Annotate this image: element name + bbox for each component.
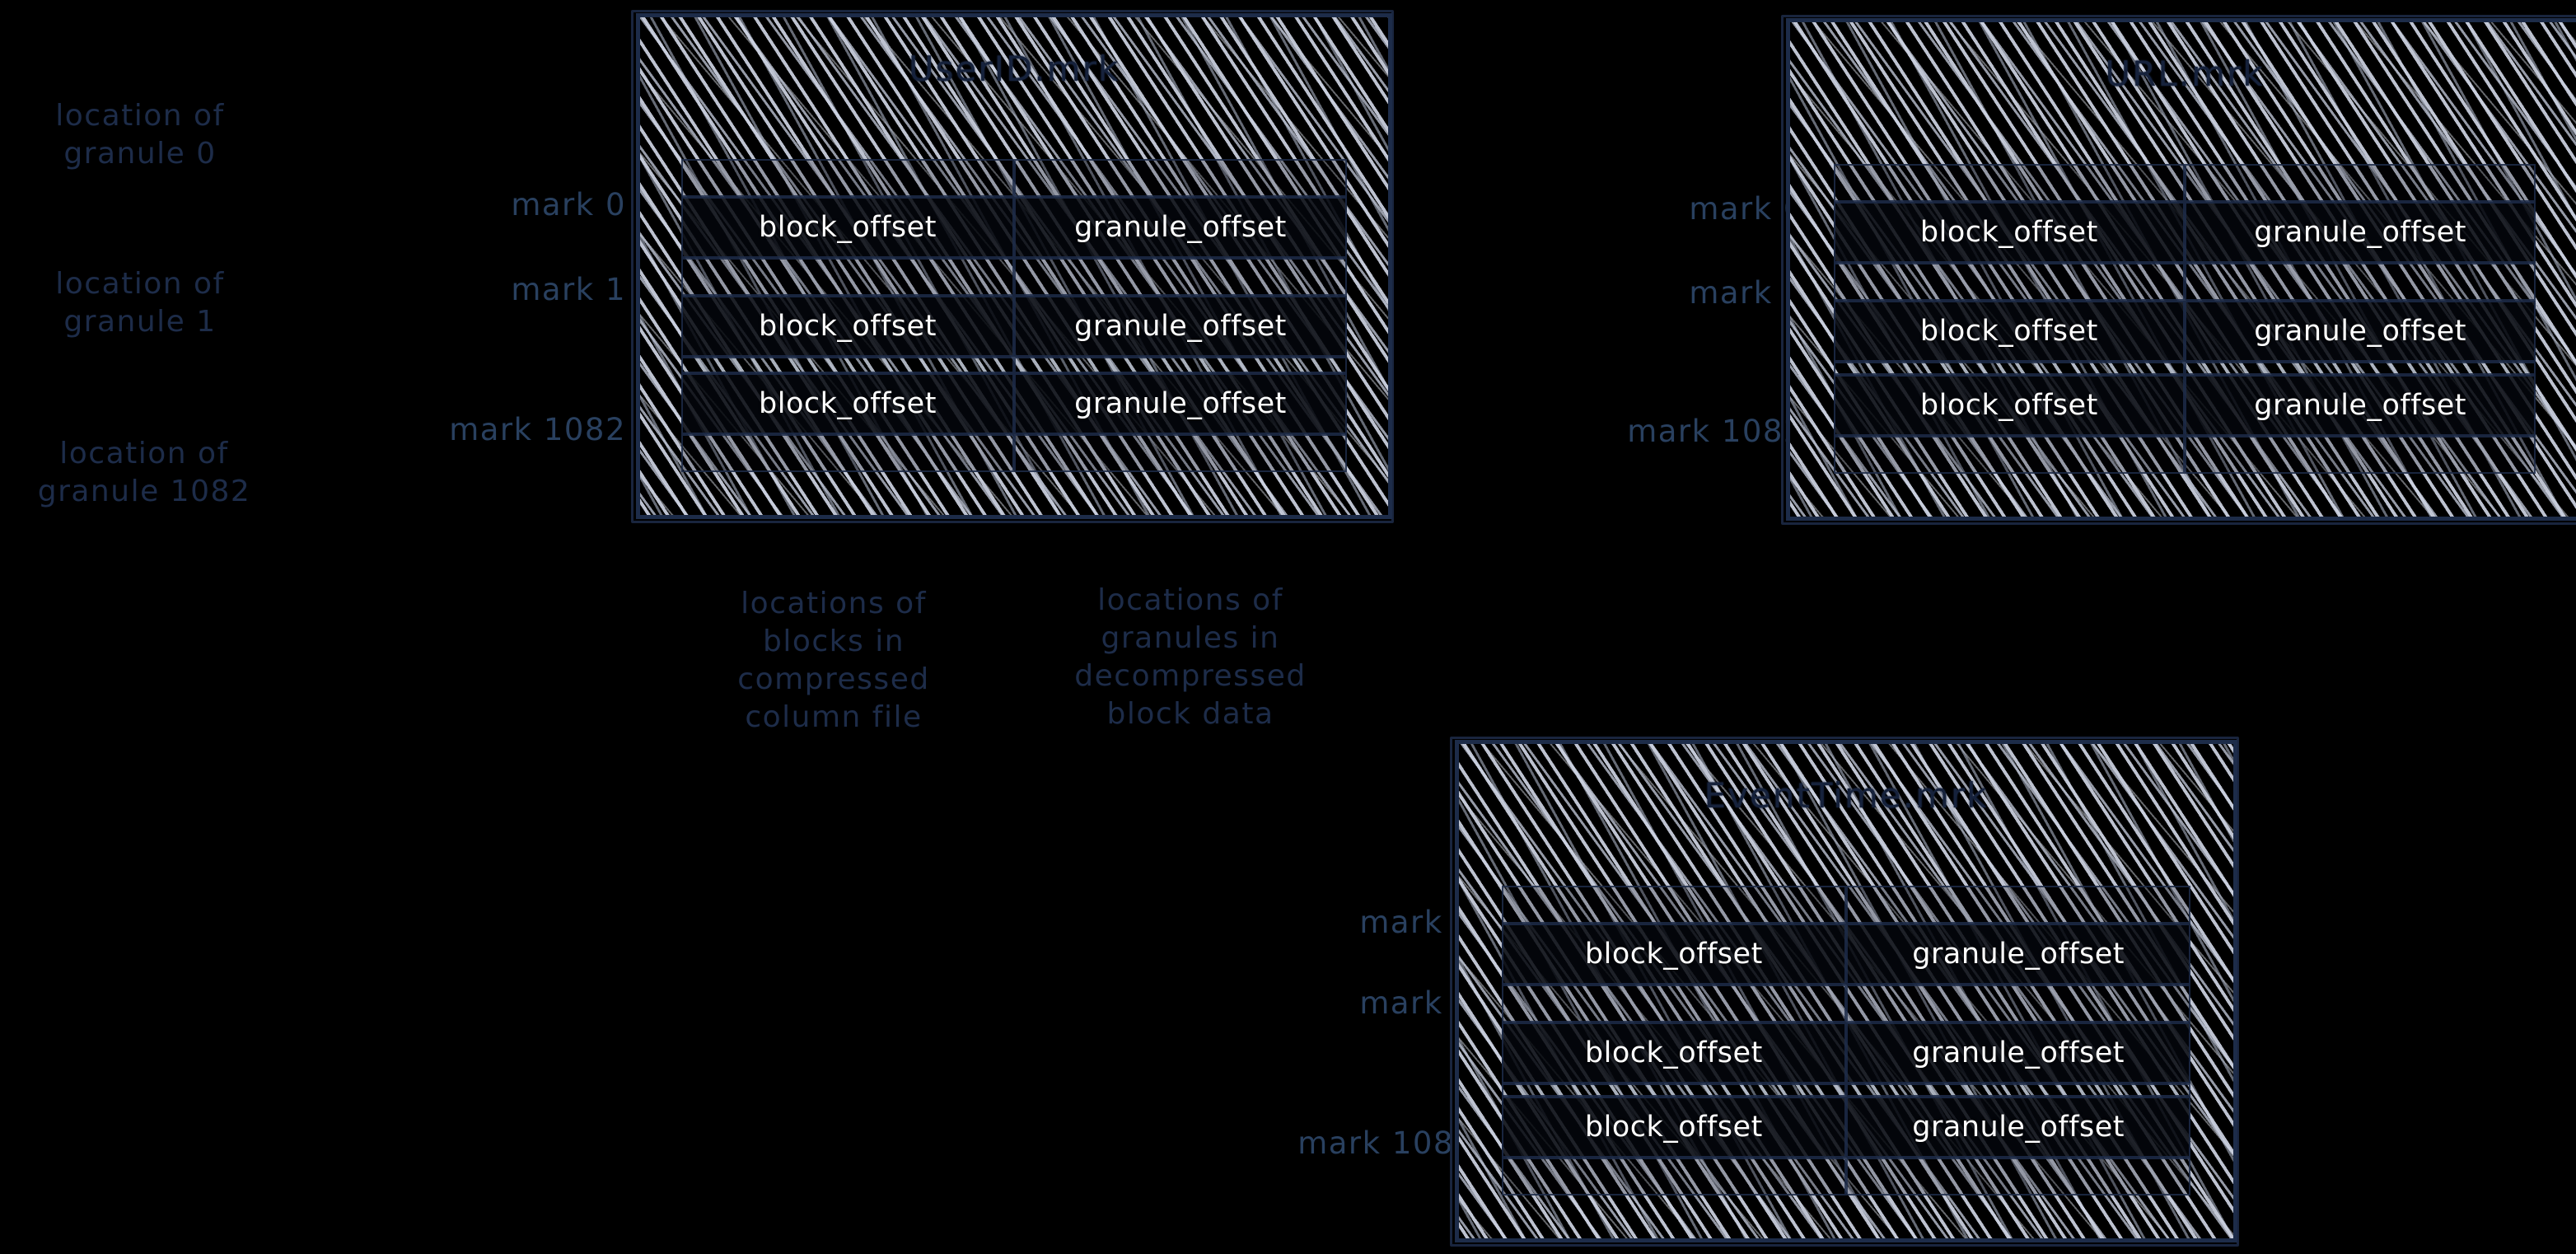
mark-row-gap (1501, 886, 2191, 924)
mark-label-url-1: mark 1 (1689, 275, 1804, 311)
cell-granule-offset[interactable]: granule_offset (2185, 202, 2536, 263)
cell-granule-offset[interactable]: granule_offset (2185, 375, 2536, 436)
cell-block-offset[interactable]: block_offset (680, 373, 1014, 434)
cell-block-gap (1833, 164, 2185, 202)
mark-file-title-userid: UserID.mrk (908, 49, 1120, 89)
cell-block-ellipsis (1501, 1083, 1846, 1097)
mark-file-box-eventtime: EventTime.mrk block_offset granule_offse… (1450, 737, 2239, 1247)
cell-granule-offset[interactable]: granule_offset (1846, 924, 2191, 985)
cell-block-gap (1833, 263, 2185, 301)
caption-block-offsets: locations of blocks in compressed column… (737, 587, 930, 735)
cell-granule-offset[interactable]: granule_offset (1846, 1022, 2191, 1083)
mark-label-userid-1: mark 1 (511, 272, 626, 307)
note-location-granule-1: location of granule 1 (55, 267, 225, 339)
cell-block-offset[interactable]: block_offset (1833, 301, 2185, 362)
cell-granule-gap (1014, 434, 1348, 472)
mark-row-gap (1501, 985, 2191, 1022)
mark-file-title-eventtime: EventTime.mrk (1704, 775, 1989, 816)
cell-block-offset[interactable]: block_offset (1833, 202, 2185, 263)
cell-granule-gap (2185, 436, 2536, 474)
cell-block-ellipsis (1833, 362, 2185, 375)
cell-granule-gap (1014, 258, 1348, 296)
mark-rows-eventtime: block_offset granule_offset block_offset… (1501, 886, 2191, 1196)
cell-block-ellipsis (680, 357, 1014, 373)
mark-row-1082[interactable]: block_offset granule_offset (1833, 375, 2536, 436)
mark-label-eventtime-1082: mark 1082 (1297, 1125, 1475, 1161)
cell-block-offset[interactable]: block_offset (1501, 1097, 1846, 1158)
cell-block-offset[interactable]: block_offset (1833, 375, 2185, 436)
note-location-granule-0: location of granule 0 (55, 99, 225, 171)
mark-label-userid-0: mark 0 (511, 187, 626, 222)
cell-block-gap (1501, 1158, 1846, 1196)
mark-rows-userid: block_offset granule_offset block_offset… (680, 159, 1348, 472)
cell-granule-ellipsis (1846, 1083, 2191, 1097)
cell-granule-gap (1014, 159, 1348, 197)
cell-granule-gap (1846, 1158, 2191, 1196)
mark-row-gap (680, 258, 1348, 296)
cell-block-offset[interactable]: block_offset (680, 296, 1014, 357)
cell-block-offset[interactable]: block_offset (1501, 924, 1846, 985)
cell-block-gap (680, 258, 1014, 296)
mark-rows-ellipsis (680, 357, 1348, 373)
cell-granule-offset[interactable]: granule_offset (1846, 1097, 2191, 1158)
mark-row-1082[interactable]: block_offset granule_offset (1501, 1097, 2191, 1158)
cell-granule-gap (2185, 164, 2536, 202)
mark-row-gap (680, 159, 1348, 197)
cell-granule-offset[interactable]: granule_offset (1014, 197, 1348, 258)
mark-row-1[interactable]: block_offset granule_offset (1501, 1022, 2191, 1083)
mark-file-box-userid: UserID.mrk block_offset granule_offset b… (631, 10, 1394, 523)
cell-block-gap (1833, 436, 2185, 474)
cell-granule-offset[interactable]: granule_offset (2185, 301, 2536, 362)
cell-block-offset[interactable]: block_offset (1501, 1022, 1846, 1083)
mark-row-1[interactable]: block_offset granule_offset (1833, 301, 2536, 362)
note-location-granule-1082: location of granule 1082 (37, 437, 251, 509)
caption-granule-offsets: locations of granules in decompressed bl… (1074, 583, 1307, 732)
mark-row-0[interactable]: block_offset granule_offset (1501, 924, 2191, 985)
mark-row-gap (1501, 1158, 2191, 1196)
cell-granule-ellipsis (1014, 357, 1348, 373)
mark-file-title-url: URL.mrk (2105, 54, 2265, 94)
cell-granule-gap (1846, 985, 2191, 1022)
mark-label-eventtime-1: mark 1 (1359, 985, 1475, 1021)
mark-row-1[interactable]: block_offset granule_offset (680, 296, 1348, 357)
mark-row-gap (1833, 436, 2536, 474)
cell-block-gap (1501, 985, 1846, 1022)
cell-granule-offset[interactable]: granule_offset (1014, 296, 1348, 357)
mark-rows-ellipsis (1833, 362, 2536, 375)
mark-row-0[interactable]: block_offset granule_offset (1833, 202, 2536, 263)
cell-block-gap (1501, 886, 1846, 924)
mark-label-url-1082: mark 1082 (1627, 414, 1804, 449)
mark-row-0[interactable]: block_offset granule_offset (680, 197, 1348, 258)
mark-row-1082[interactable]: block_offset granule_offset (680, 373, 1348, 434)
cell-granule-ellipsis (2185, 362, 2536, 375)
mark-row-gap (1833, 164, 2536, 202)
cell-block-offset[interactable]: block_offset (680, 197, 1014, 258)
mark-row-gap (1833, 263, 2536, 301)
mark-rows-ellipsis (1501, 1083, 2191, 1097)
mark-label-url-0: mark 0 (1689, 191, 1804, 227)
cell-granule-gap (2185, 263, 2536, 301)
cell-granule-gap (1846, 886, 2191, 924)
mark-label-userid-1082: mark 1082 (449, 412, 626, 447)
mark-row-gap (680, 434, 1348, 472)
cell-granule-offset[interactable]: granule_offset (1014, 373, 1348, 434)
mark-file-box-url: URL.mrk block_offset granule_offset bloc… (1781, 15, 2576, 525)
mark-rows-url: block_offset granule_offset block_offset… (1833, 164, 2536, 474)
cell-block-gap (680, 159, 1014, 197)
mark-label-eventtime-0: mark 0 (1359, 905, 1475, 940)
cell-block-gap (680, 434, 1014, 472)
